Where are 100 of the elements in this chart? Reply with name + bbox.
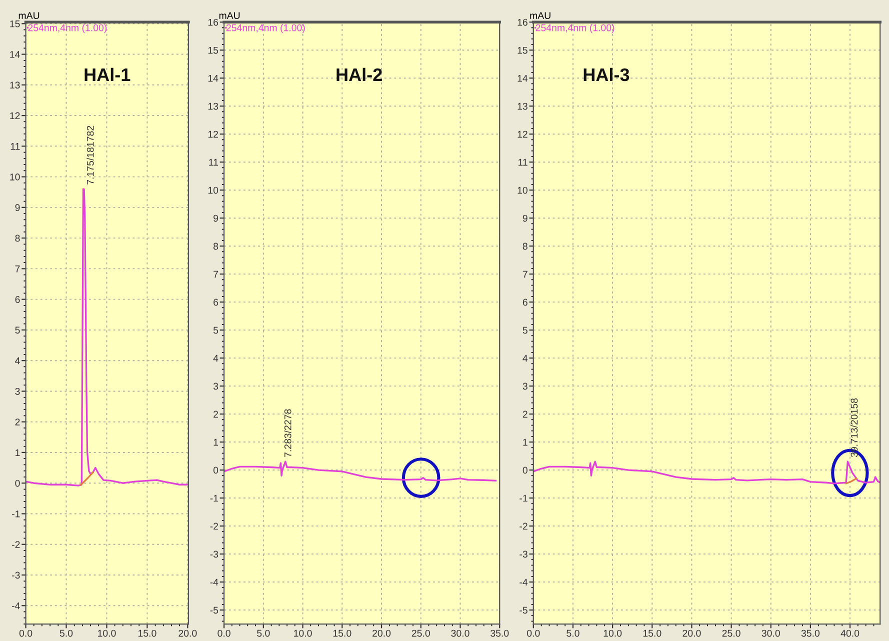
y-tick-label: 4 bbox=[213, 354, 218, 362]
text: HAl-1 bbox=[84, 68, 130, 81]
y-tick-label: 6 bbox=[15, 296, 20, 303]
legend-label: 254nm,4nm (1.00) bbox=[226, 24, 305, 34]
y-tick-label: 12 bbox=[518, 130, 528, 138]
y-tick-label: -4 bbox=[12, 602, 20, 610]
y-tick-label: 1 bbox=[214, 438, 218, 446]
y-tick-label: 5 bbox=[213, 326, 218, 334]
y-tick-label: -2 bbox=[210, 522, 218, 530]
y-tick-label: 15 bbox=[518, 46, 528, 54]
y-tick-label: 4 bbox=[522, 354, 528, 362]
x-tick-label: 35.0 bbox=[490, 630, 509, 637]
x-tick-label: 20.0 bbox=[178, 630, 197, 637]
annotation: 7.283/2278 bbox=[284, 409, 292, 457]
y-tick-label: 13 bbox=[518, 102, 528, 110]
y-tick-label: 8 bbox=[213, 242, 218, 250]
x-tick-label: 30.0 bbox=[451, 630, 470, 637]
x-tick-label: 10.0 bbox=[604, 630, 622, 637]
y-tick-label: -3 bbox=[520, 550, 528, 558]
y-axis-title: mAU bbox=[219, 12, 240, 19]
annotation: 7.175/181782 bbox=[86, 126, 94, 184]
y-tick-label: 13 bbox=[208, 102, 218, 110]
y-tick-label: 11 bbox=[10, 143, 20, 150]
y-tick-label: 16 bbox=[518, 18, 528, 26]
y-tick-label: 2 bbox=[15, 418, 20, 426]
x-tick-label: 15.0 bbox=[333, 630, 352, 637]
y-tick-label: 8 bbox=[15, 234, 20, 242]
y-tick-label: 6 bbox=[522, 298, 528, 306]
y-tick-label: 7 bbox=[522, 270, 528, 278]
y-tick-label: 3 bbox=[522, 382, 528, 390]
y-tick-label: 7 bbox=[214, 270, 218, 278]
x-tick-label: 15.0 bbox=[643, 630, 662, 637]
y-tick-label: -5 bbox=[210, 606, 218, 614]
x-tick-label: 25.0 bbox=[412, 630, 430, 637]
y-tick-label: 10 bbox=[208, 186, 218, 194]
y-tick-label: 14 bbox=[208, 74, 218, 82]
y-tick-label: -5 bbox=[520, 606, 528, 614]
y-tick-label: 0 bbox=[15, 480, 20, 487]
y-axis-title: mAU bbox=[530, 12, 550, 19]
y-tick-label: 12 bbox=[208, 130, 218, 138]
y-tick-label: -4 bbox=[520, 578, 528, 586]
y-tick-label: 9 bbox=[214, 214, 218, 222]
x-tick-label: 10.0 bbox=[294, 630, 312, 637]
x-tick-label: 5.0 bbox=[60, 630, 73, 637]
y-tick-label: 4 bbox=[15, 357, 20, 364]
y-tick-label: 11 bbox=[209, 158, 218, 166]
y-tick-label: 15 bbox=[10, 20, 20, 28]
y-tick-label: -4 bbox=[210, 578, 218, 586]
x-tick-label: 25.0 bbox=[722, 630, 740, 637]
x-tick-label: 5.0 bbox=[257, 630, 270, 637]
y-tick-label: -1 bbox=[12, 510, 20, 518]
y-tick-label: 8 bbox=[522, 242, 528, 250]
y-tick-label: 15 bbox=[208, 46, 218, 54]
y-tick-label: 11 bbox=[518, 158, 528, 166]
y-tick-label: -1 bbox=[520, 494, 528, 502]
y-tick-label: 5 bbox=[522, 326, 528, 334]
y-tick-label: -3 bbox=[210, 550, 218, 558]
x-tick-label: 35.0 bbox=[801, 630, 820, 637]
legend-label: 254nm,4nm (1.00) bbox=[536, 24, 614, 34]
y-tick-label: 10 bbox=[10, 174, 20, 180]
line-series bbox=[533, 460, 880, 484]
y-tick-label: 2 bbox=[214, 410, 218, 418]
x-tick-label: 20.0 bbox=[372, 630, 391, 637]
annotation: 39.713/20158 bbox=[850, 398, 858, 458]
y-tick-label: 7 bbox=[15, 266, 20, 272]
y-tick-label: 6 bbox=[214, 298, 218, 306]
y-tick-label: 2 bbox=[522, 410, 528, 418]
legend-label: 254nm,4nm (1.00) bbox=[28, 24, 107, 34]
x-tick-label: 40.0 bbox=[840, 630, 860, 637]
y-tick-label: -3 bbox=[12, 572, 20, 579]
y-tick-label: 9 bbox=[15, 204, 20, 212]
x-tick-label: 20.0 bbox=[682, 630, 701, 637]
y-axis-title: mAU bbox=[18, 12, 40, 19]
x-tick-label: 0.0 bbox=[218, 630, 230, 637]
y-tick-label: 14 bbox=[518, 74, 528, 82]
x-tick-label: 0.0 bbox=[527, 630, 540, 637]
x-tick-label: 5.0 bbox=[566, 630, 580, 637]
line-series bbox=[26, 188, 188, 486]
y-tick-label: -2 bbox=[520, 522, 528, 530]
y-tick-label: 9 bbox=[522, 214, 528, 222]
text: HAl-3 bbox=[584, 68, 630, 82]
x-tick-label: 10.0 bbox=[98, 630, 116, 637]
y-tick-label: 0 bbox=[522, 466, 528, 474]
y-tick-label: -2 bbox=[12, 541, 20, 548]
y-tick-label: 1 bbox=[523, 438, 528, 446]
y-tick-label: 10 bbox=[518, 186, 528, 194]
x-tick-label: 30.0 bbox=[762, 630, 780, 637]
y-tick-label: 13 bbox=[10, 82, 20, 89]
y-tick-label: 0 bbox=[213, 466, 218, 474]
text: HAl-2 bbox=[336, 68, 382, 81]
y-tick-label: 14 bbox=[10, 51, 20, 58]
y-tick-label: 12 bbox=[10, 112, 20, 120]
y-tick-label: 1 bbox=[16, 449, 20, 456]
x-tick-label: 0.0 bbox=[19, 630, 32, 637]
y-tick-label: 3 bbox=[15, 388, 20, 395]
y-tick-label: -1 bbox=[210, 494, 218, 502]
y-tick-label: 5 bbox=[15, 326, 20, 334]
y-tick-label: 3 bbox=[213, 382, 218, 390]
y-tick-label: 16 bbox=[208, 18, 218, 26]
x-tick-label: 15.0 bbox=[138, 630, 156, 637]
